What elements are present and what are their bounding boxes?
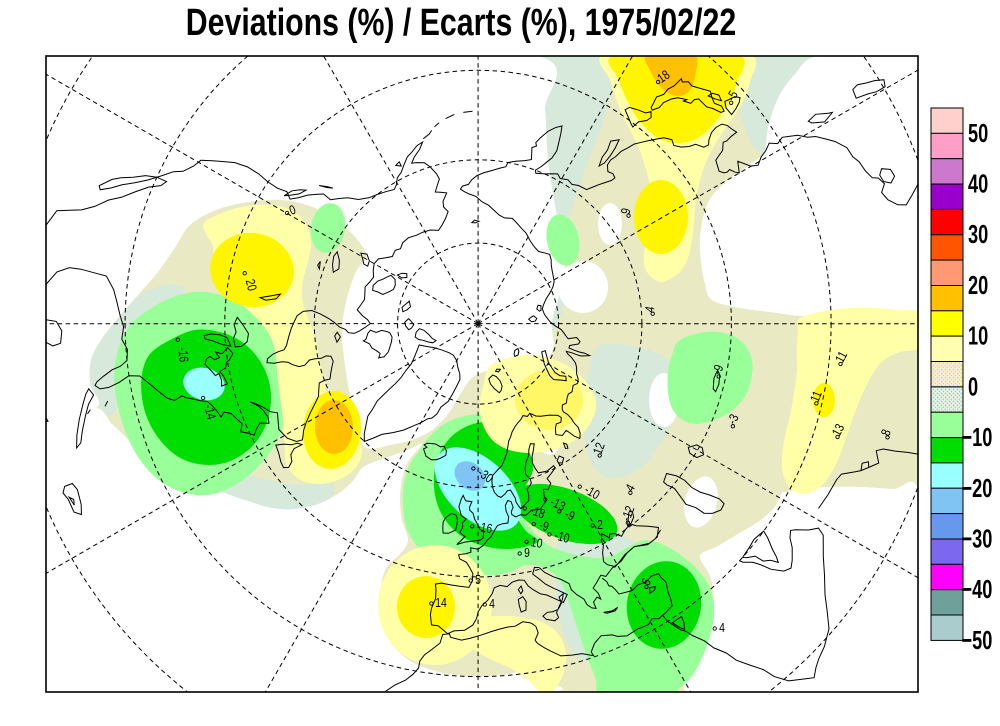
svg-text:2: 2 (597, 518, 603, 532)
svg-text:0: 0 (288, 202, 299, 218)
svg-text:14: 14 (435, 596, 447, 610)
svg-text:-16: -16 (175, 346, 191, 363)
svg-text:12: 12 (591, 441, 608, 457)
svg-text:8: 8 (879, 427, 895, 438)
svg-text:−50: −50 (962, 626, 993, 655)
svg-text:9: 9 (524, 546, 530, 560)
svg-text:4: 4 (489, 597, 495, 611)
svg-text:-14: -14 (201, 403, 219, 421)
svg-text:-9: -9 (710, 363, 727, 377)
svg-text:20: 20 (242, 278, 259, 293)
svg-text:−20: −20 (962, 474, 993, 503)
svg-text:50: 50 (968, 119, 988, 148)
svg-text:11: 11 (808, 389, 825, 404)
svg-text:-10: -10 (582, 483, 603, 503)
svg-text:-10: -10 (553, 528, 572, 546)
svg-text:-9: -9 (538, 518, 551, 534)
svg-text:40: 40 (968, 169, 988, 198)
svg-text:4: 4 (719, 621, 725, 635)
svg-text:-16: -16 (476, 520, 494, 537)
svg-text:4: 4 (643, 305, 658, 314)
svg-text:-13: -13 (548, 495, 568, 515)
svg-text:−30: −30 (962, 524, 993, 553)
svg-text:0: 0 (968, 372, 978, 401)
svg-text:20: 20 (968, 271, 988, 300)
svg-text:10: 10 (968, 321, 988, 350)
svg-text:-18: -18 (528, 503, 547, 522)
svg-text:10: 10 (530, 535, 544, 551)
svg-text:5: 5 (475, 573, 481, 587)
svg-text:-12: -12 (619, 504, 638, 523)
svg-text:−10: −10 (962, 423, 993, 452)
svg-text:30: 30 (968, 220, 988, 249)
svg-text:Deviations (%) / Ecarts (%), 1: Deviations (%) / Ecarts (%), 1975/02/22 (186, 2, 736, 44)
svg-text:9: 9 (619, 207, 634, 216)
svg-text:−40: −40 (962, 575, 993, 604)
